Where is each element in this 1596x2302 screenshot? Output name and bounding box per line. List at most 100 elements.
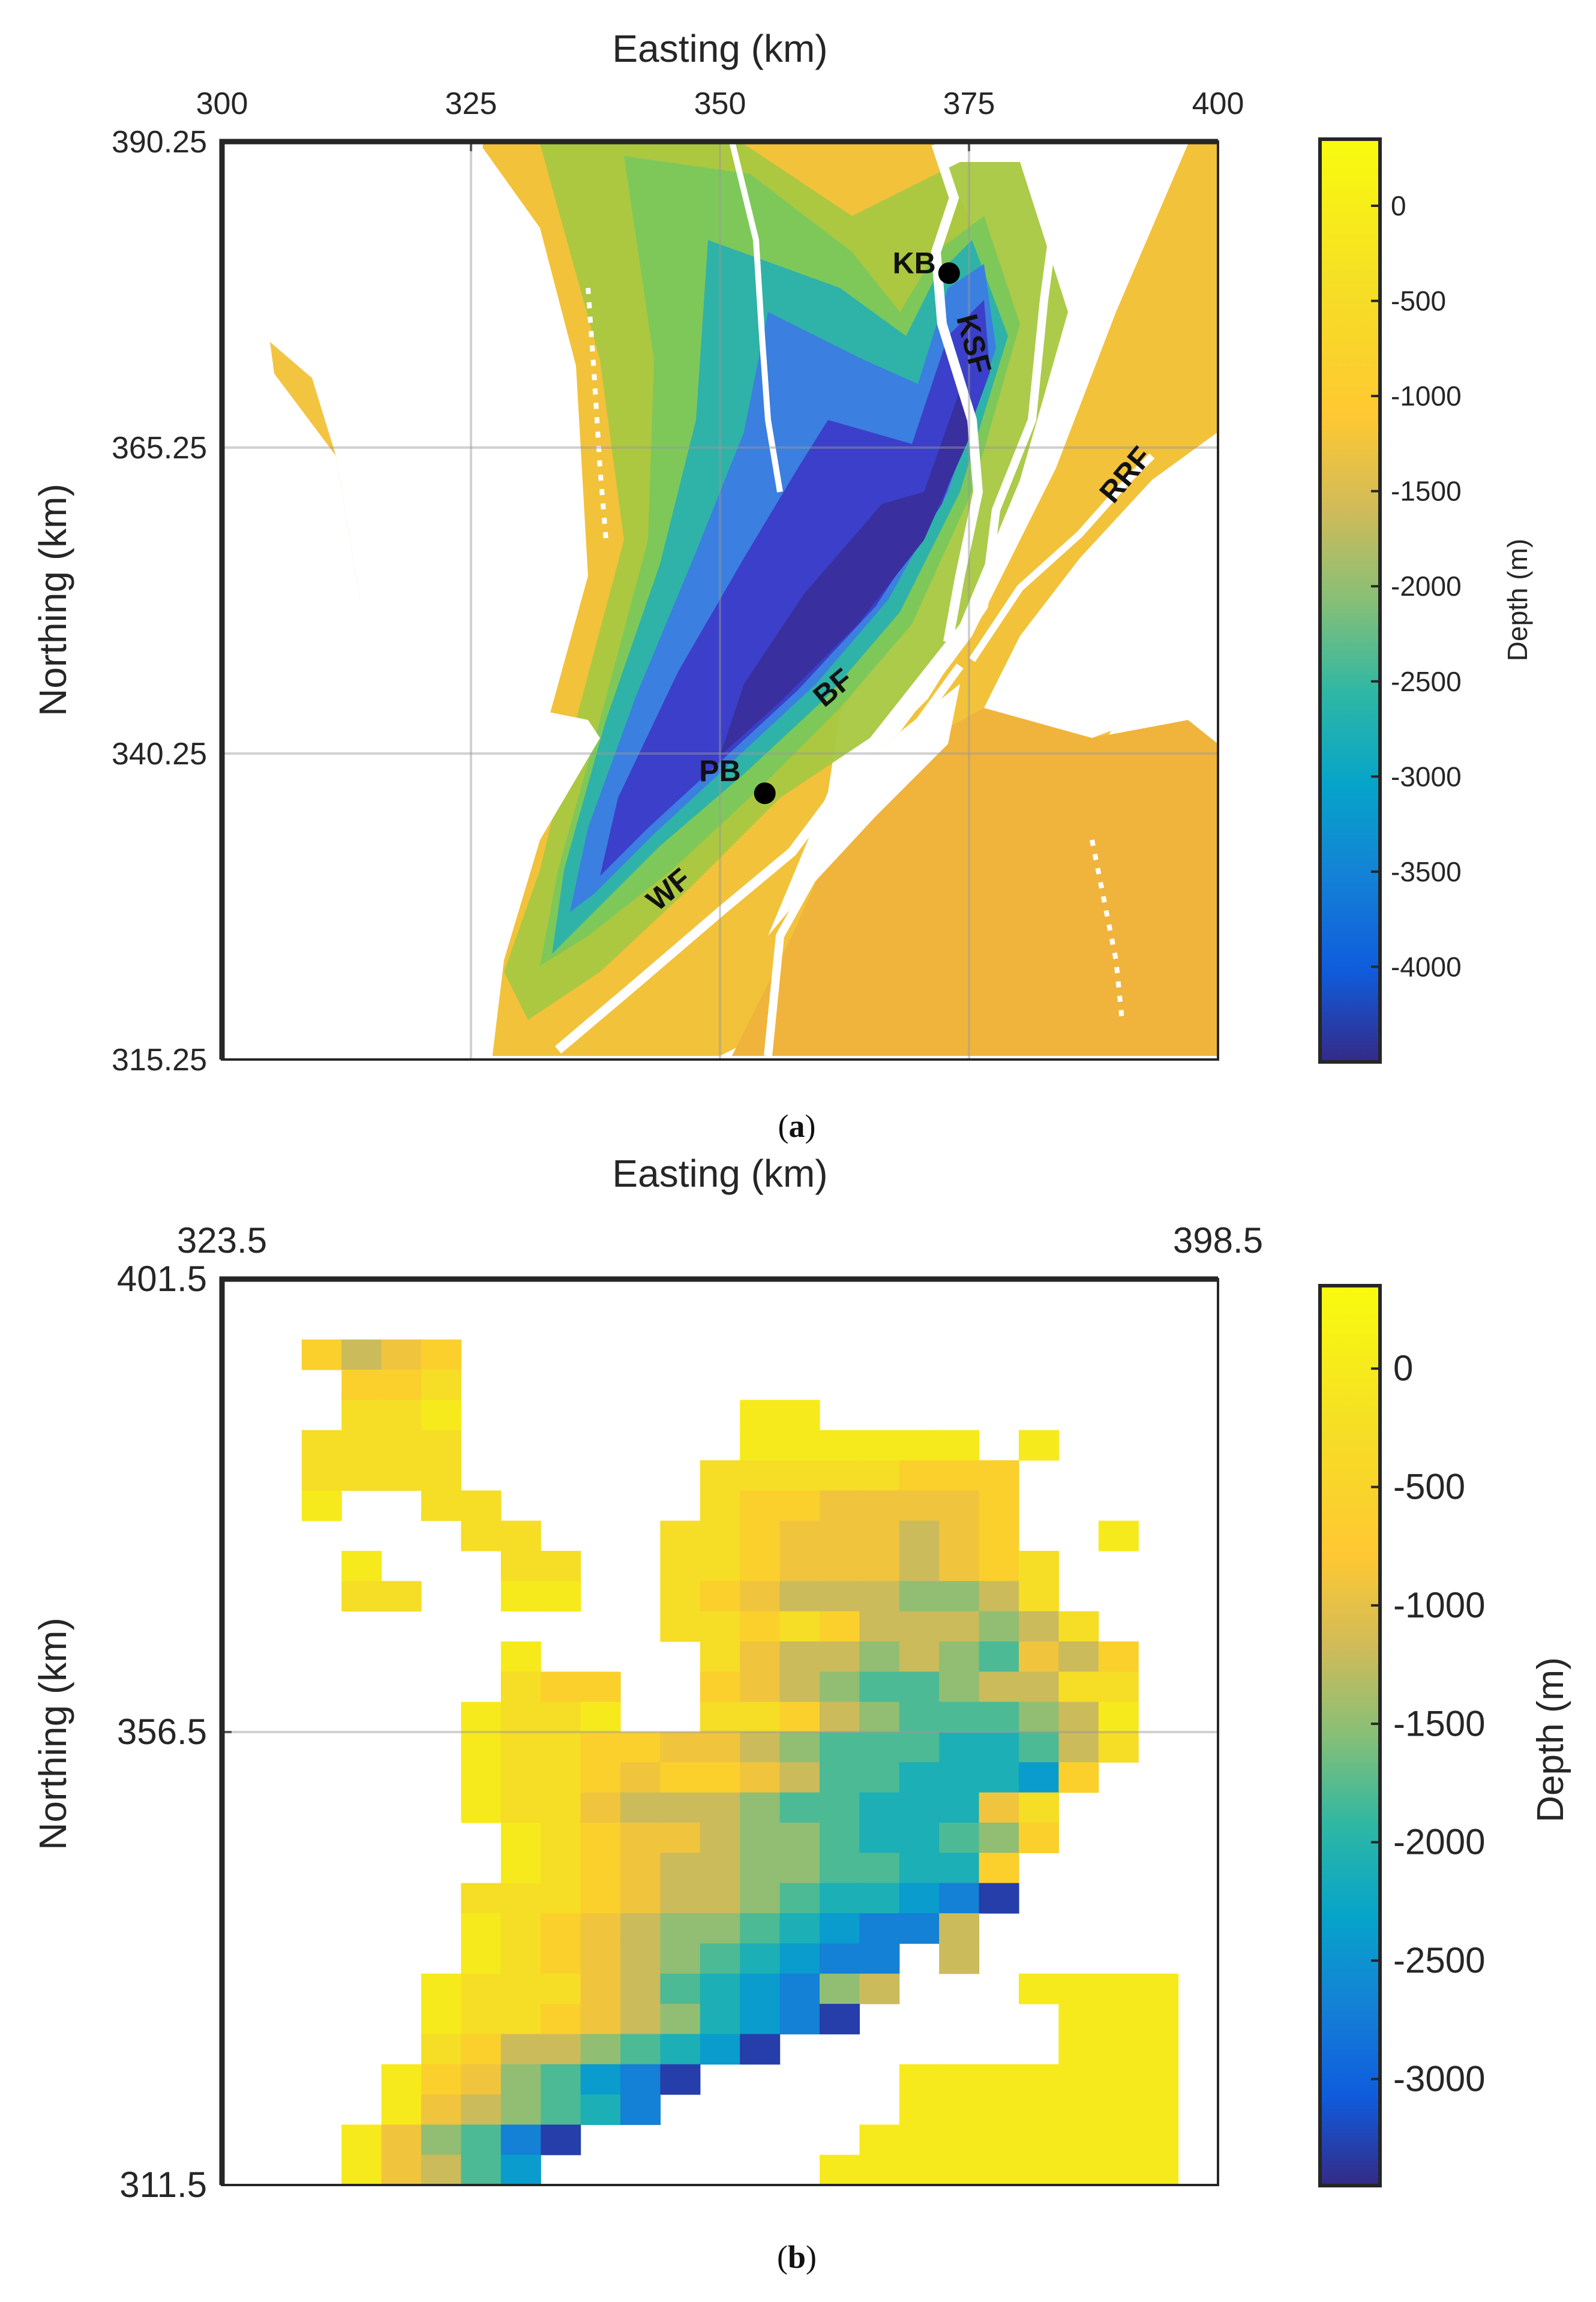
panel-b-depth-grid	[301, 1339, 1179, 2186]
panel-b-depth-cell	[859, 2124, 900, 2156]
panel-a-fault-dotted-east	[1090, 839, 1124, 1021]
panel-b-depth-cell	[979, 1490, 1019, 1521]
panel-b-depth-cell	[979, 2094, 1019, 2125]
panel-b-depth-cell	[381, 1339, 422, 1370]
panel-b-depth-cell	[740, 1400, 781, 1431]
panel-b-depth-cell	[1058, 1701, 1099, 1733]
panel-b-depth-cell	[979, 1762, 1019, 1793]
panel-b-depth-cell	[1098, 2064, 1139, 2095]
panel-b-depth-cell	[461, 1520, 502, 1551]
panel-b-depth-cell	[700, 1913, 740, 1944]
panel-b-depth-cell	[1019, 2094, 1059, 2125]
panel-b-depth-cell	[939, 1792, 980, 1823]
panel-b-depth-cell	[859, 1520, 900, 1551]
panel-b-depth-cell	[939, 2124, 980, 2156]
panel-b-depth-cell	[740, 1520, 781, 1551]
panel-b-depth-cell	[541, 1823, 581, 1853]
panel-b-depth-cell	[500, 1792, 541, 1823]
panel-b-depth-cell	[500, 1883, 541, 1914]
panel-b-depth-cell	[859, 1792, 900, 1823]
panel-b-depth-cell	[779, 1883, 820, 1914]
panel-b-depth-cell	[740, 1853, 781, 1884]
panel-b-depth-cell	[1098, 1520, 1139, 1551]
panel-b-depth-cell	[341, 1460, 382, 1491]
panel-b-depth-cell	[899, 1671, 940, 1703]
panel-b-depth-cell	[820, 1551, 860, 1581]
panel-b-depth-cell	[939, 1701, 980, 1733]
panel-b-colorbar-tick-label: -2500	[1393, 1940, 1485, 1980]
panel-b-depth-cell	[740, 1762, 781, 1793]
panel-b-depth-cell	[899, 1762, 940, 1793]
panel-b-depth-cell	[541, 1581, 581, 1612]
panel-b-depth-cell	[660, 1581, 701, 1612]
panel-b-depth-cell	[660, 2004, 701, 2034]
panel-b-depth-cell	[1098, 1732, 1139, 1763]
panel-b-depth-cell	[899, 2064, 940, 2095]
panel-b-depth-cell	[740, 1671, 781, 1703]
panel-a-colorbar-ticks: 0 -500 -1000 -1500 -2000 -2500 -3000 -3500 -4000	[1371, 190, 1462, 982]
panel-b-depth-cell	[700, 1762, 740, 1793]
panel-b-depth-cell	[500, 1671, 541, 1703]
panel-b-depth-cell	[1019, 1701, 1059, 1733]
panel-b-depth-cell	[859, 1883, 900, 1914]
panel-a-fault-dotted-west	[586, 287, 608, 541]
panel-b-depth-cell	[859, 1823, 900, 1853]
panel-b-depth-cell	[541, 1792, 581, 1823]
panel-b-depth-cell	[779, 1551, 820, 1581]
panel-b-depth-cell	[820, 1823, 860, 1853]
panel-a-fault-wf	[554, 645, 958, 1054]
panel-b-depth-cell	[1019, 1792, 1059, 1823]
panel-b-y-tick-label: 311.5	[119, 2165, 207, 2205]
panel-b-depth-cell	[1138, 2094, 1179, 2125]
panel-b-depth-cell	[541, 2004, 581, 2034]
panel-b-depth-cell	[381, 2124, 422, 2156]
panel-b-depth-cell	[1019, 1581, 1059, 1612]
panel-b-depth-cell	[461, 1973, 502, 2004]
panel-b-depth-cell	[1138, 2034, 1179, 2065]
panel-b-depth-cell	[620, 2094, 661, 2125]
panel-b-depth-cell	[859, 1430, 900, 1461]
panel-b-depth-cell	[859, 1581, 900, 1612]
panel-b-depth-cell	[341, 1370, 382, 1400]
panel-b-depth-cell	[1058, 2124, 1099, 2156]
panel-b-depth-cell	[500, 2124, 541, 2156]
panel-b-depth-cell	[1019, 1823, 1059, 1853]
panel-b-depth-cell	[740, 1430, 781, 1461]
panel-b-depth-cell	[620, 2064, 661, 2095]
panel-b-depth-cell	[899, 2154, 940, 2186]
panel-b-depth-cell	[779, 1430, 820, 1461]
panel-b-depth-cell	[740, 1460, 781, 1491]
panel-b-depth-cell	[1019, 1430, 1059, 1461]
panel-b-depth-cell	[939, 1430, 980, 1461]
panel-b-depth-cell	[779, 1581, 820, 1612]
panel-a-caption: (a)	[778, 1108, 816, 1144]
panel-a-fault-ksf	[931, 142, 983, 643]
panel-b-y-ticks: 401.5 356.5 311.5	[117, 1259, 232, 2205]
panel-b-depth-cell	[1098, 1641, 1139, 1672]
panel-b-depth-cell	[979, 1732, 1019, 1763]
panel-b-colorbar-ticks: 0 -500 -1000 -1500 -2000 -2500 -3000	[1371, 1348, 1485, 2099]
panel-b-depth-cell	[620, 2004, 661, 2034]
panel-b-depth-cell	[700, 1701, 740, 1733]
panel-a-x-tick-label: 375	[943, 86, 995, 121]
panel-b-depth-cell	[1098, 2154, 1139, 2186]
panel-b-depth-cell	[820, 2004, 860, 2034]
panel-a-axis-lines	[219, 139, 1218, 1060]
panel-a-fault-east-branch	[956, 209, 1060, 644]
panel-b-depth-cell	[660, 1943, 701, 1974]
panel-b-depth-cell	[899, 1883, 940, 1914]
panel-b-depth-cell	[779, 1792, 820, 1823]
panel-b-depth-cell	[500, 2094, 541, 2125]
panel-b-depth-cell	[820, 1581, 860, 1612]
panel-b-depth-cell	[541, 1913, 581, 1944]
panel-a-colorbar-tick-label: -500	[1391, 286, 1446, 317]
panel-b-depth-cell	[740, 2034, 781, 2065]
panel-b-depth-cell	[700, 1853, 740, 1884]
panel-b-depth-cell	[859, 1943, 900, 1974]
panel-b-depth-cell	[820, 1762, 860, 1793]
panel-b-depth-cell	[1138, 2004, 1179, 2034]
panel-b-depth-cell	[820, 1913, 860, 1944]
panel-b-depth-cell	[461, 2004, 502, 2034]
panel-b-depth-cell	[700, 1460, 740, 1491]
panel-a-colorbar-tick-label: 0	[1391, 190, 1406, 221]
